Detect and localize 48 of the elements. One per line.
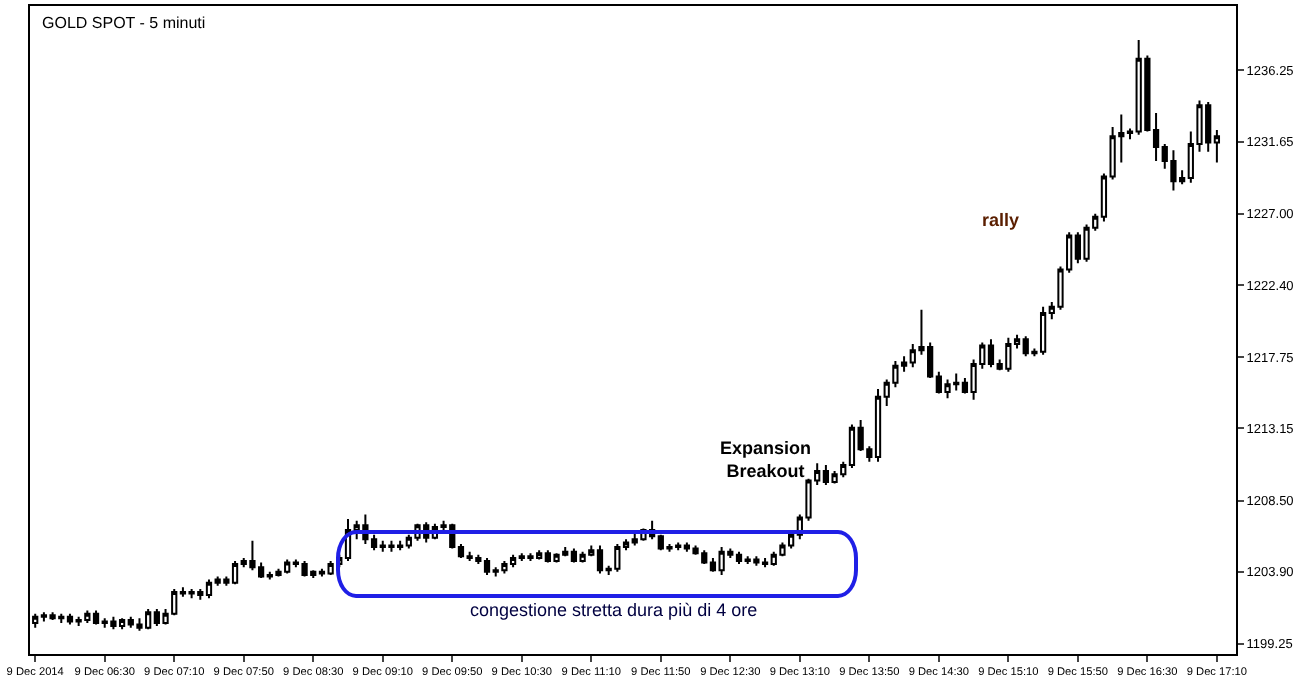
candlestick xyxy=(466,550,473,562)
candlestick xyxy=(84,609,91,624)
candlestick xyxy=(40,611,48,623)
candlestick xyxy=(483,556,491,576)
candlestick xyxy=(1005,336,1012,373)
candlestick xyxy=(388,539,395,553)
candlestick xyxy=(501,559,508,575)
candlestick xyxy=(1170,149,1177,192)
candlestick xyxy=(779,541,786,558)
candlestick xyxy=(49,611,56,621)
candlestick xyxy=(75,615,82,628)
candlestick xyxy=(553,552,560,564)
candlestick xyxy=(614,542,621,573)
candlestick xyxy=(692,544,699,556)
candlestick xyxy=(110,615,117,631)
candlestick xyxy=(822,463,830,487)
annotation: rally xyxy=(982,210,1020,230)
candlestick xyxy=(275,567,282,578)
candlestick xyxy=(205,578,213,600)
annotation: congestione stretta dura più di 4 ore xyxy=(470,600,758,620)
candlestick xyxy=(509,553,517,569)
candlestick xyxy=(874,387,882,463)
candlestick xyxy=(761,556,769,569)
text: GOLD SPOT - 5 minuti xyxy=(42,14,206,33)
candlestick xyxy=(753,555,760,567)
annotation: Expansion Breakout xyxy=(720,438,812,482)
candlestick xyxy=(188,587,195,600)
candlestick xyxy=(596,544,604,575)
candlestick xyxy=(231,559,239,586)
candlestick xyxy=(301,559,308,578)
candlestick xyxy=(118,617,126,631)
candlestick xyxy=(735,550,743,566)
candlestick xyxy=(718,546,725,576)
candlestick xyxy=(66,612,74,626)
candlestick xyxy=(570,547,578,564)
candlestick xyxy=(92,609,100,626)
candlestick xyxy=(666,542,673,553)
candlestick xyxy=(987,338,995,369)
candlestick xyxy=(249,539,256,572)
candlestick xyxy=(1039,305,1047,356)
candlestick xyxy=(327,559,334,576)
candlestick xyxy=(318,567,326,578)
candlestick xyxy=(579,550,586,564)
candlestick xyxy=(527,552,534,562)
candlestick xyxy=(944,378,951,400)
candlestick xyxy=(831,470,838,485)
candlestick xyxy=(848,423,856,469)
candlestick xyxy=(136,617,143,632)
